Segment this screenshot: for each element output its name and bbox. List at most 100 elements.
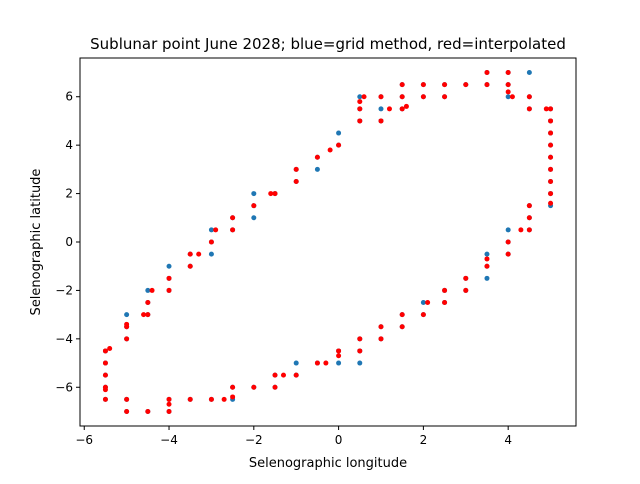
data-point [357,94,363,100]
data-point [526,215,532,221]
data-point [124,336,130,342]
data-point [280,372,286,378]
data-point [293,178,299,184]
data-point [145,287,151,293]
data-point [208,396,214,402]
data-point [166,263,172,269]
data-point [505,227,511,233]
data-point [484,275,490,281]
y-tick-label: −6 [55,380,73,394]
data-point [230,394,236,400]
data-point [336,142,342,148]
data-point [399,94,405,100]
data-point [141,312,147,318]
series-1 [102,70,554,414]
data-point [548,130,554,136]
data-point [505,251,511,257]
x-tick-label: −4 [160,433,178,447]
data-point [420,300,426,306]
data-point [272,372,278,378]
data-point [526,203,532,209]
data-point [378,94,384,100]
data-point [548,200,554,206]
data-point [505,82,511,88]
data-point [548,154,554,160]
data-point [272,384,278,390]
data-point [149,287,155,293]
data-point [196,251,202,257]
data-point [268,191,274,197]
y-tick-label: 2 [65,187,73,201]
data-point [484,256,490,262]
data-point [442,82,448,88]
data-point [505,94,511,100]
data-point [145,408,151,414]
data-point [425,300,431,306]
data-point [251,384,257,390]
y-tick-label: 0 [65,235,73,249]
data-point [124,312,130,318]
data-point [124,408,130,414]
data-point [124,396,130,402]
data-point [505,89,511,95]
data-point [463,287,469,293]
data-point [505,239,511,245]
data-point [420,312,426,318]
data-point [336,348,342,354]
data-point [336,353,342,359]
data-point [166,401,172,407]
data-point [230,227,236,233]
data-point [102,348,108,354]
data-point [548,191,554,197]
data-point [484,263,490,269]
data-point [386,106,392,112]
data-point [314,154,320,160]
data-point [399,312,405,318]
plot-frame [79,57,577,427]
chart-title: Sublunar point June 2028; blue=grid meth… [90,35,566,53]
data-point [221,396,227,402]
data-point [336,360,342,366]
data-point [399,82,405,88]
data-point [251,203,257,209]
data-point [484,82,490,88]
data-point [442,94,448,100]
data-point [145,300,151,306]
x-tick-label: −2 [245,433,263,447]
data-point [526,106,532,112]
data-point [484,70,490,76]
data-point [509,94,515,100]
y-tick-label: 6 [65,90,73,104]
data-point [463,82,469,88]
data-point [378,106,384,112]
data-point [102,372,108,378]
data-point [145,312,151,318]
data-point [251,191,257,197]
data-point [357,118,363,124]
data-point [378,336,384,342]
data-point [293,372,299,378]
data-point [124,321,130,327]
data-point [314,166,320,172]
data-point [420,82,426,88]
data-point [548,178,554,184]
data-point [505,70,511,76]
data-point [442,300,448,306]
data-point [403,103,409,109]
data-point [251,215,257,221]
data-point [187,263,193,269]
y-tick-label: 4 [65,138,73,152]
x-tick-label: 4 [504,433,512,447]
data-point [357,99,363,105]
data-point [361,94,367,100]
data-point [102,384,108,390]
data-point [463,275,469,281]
data-point [442,287,448,293]
data-point [208,227,214,233]
data-point [548,142,554,148]
data-point [208,251,214,257]
data-point [543,106,549,112]
data-point [187,396,193,402]
data-point [323,360,329,366]
